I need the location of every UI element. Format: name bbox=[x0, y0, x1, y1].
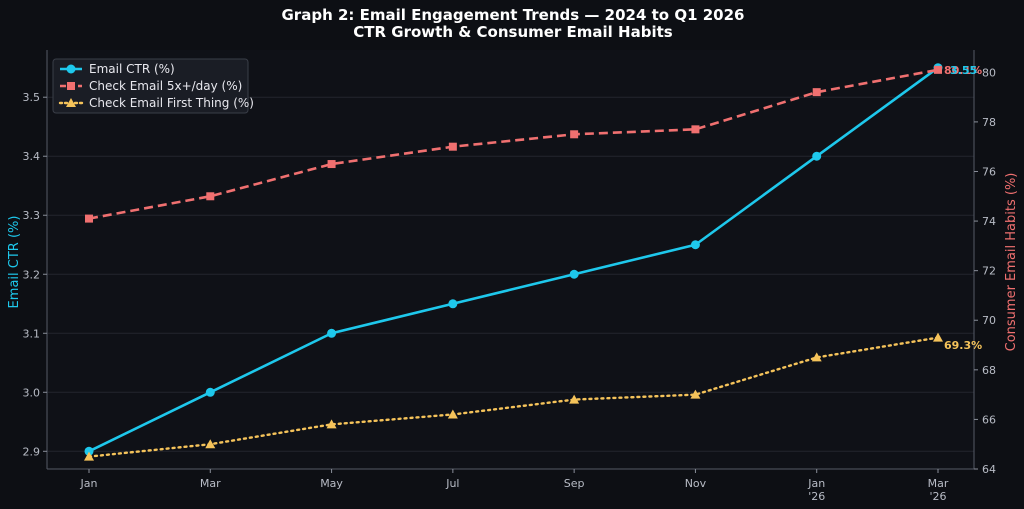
data-point bbox=[84, 446, 94, 456]
y-right-tick-label: 70 bbox=[982, 314, 996, 327]
y-left-tick-label: 3.0 bbox=[23, 386, 41, 399]
y-left-tick-label: 3.1 bbox=[23, 327, 41, 340]
data-point bbox=[934, 65, 942, 74]
series-2 bbox=[84, 332, 943, 461]
data-point bbox=[326, 419, 337, 429]
data-point bbox=[206, 192, 215, 201]
x-tick-label-line: Sep bbox=[564, 477, 585, 490]
data-point bbox=[812, 88, 821, 97]
legend-label: Check Email 5x+/day (%) bbox=[89, 79, 242, 93]
data-point bbox=[448, 142, 457, 151]
x-tick-label: Mar '26 bbox=[928, 477, 949, 503]
end-label-0: 3.55 bbox=[950, 64, 977, 77]
chart-title: Graph 2: Email Engagement Trends — 2024 … bbox=[282, 6, 745, 24]
data-point bbox=[85, 214, 93, 223]
x-tick-label-line: Mar bbox=[928, 477, 949, 490]
series-line bbox=[88, 68, 939, 220]
end-label-1: 80.1% bbox=[944, 64, 982, 77]
y-left-tick-label: 2.9 bbox=[23, 445, 41, 458]
data-point bbox=[691, 125, 700, 134]
data-point bbox=[690, 240, 700, 250]
data-point bbox=[67, 82, 75, 90]
axes: 2.9 3.0 3.1 3.2 3.3 3.4 3.5 64 66 68 70 72 74 76 78 80 J… bbox=[23, 50, 996, 503]
x-tick-label-line: May bbox=[320, 477, 343, 490]
end-label-2: 69.3% bbox=[944, 339, 982, 352]
data-point bbox=[205, 439, 216, 449]
x-tick-label: Jan '26 bbox=[807, 477, 825, 503]
x-tick-label-line: Mar bbox=[200, 477, 221, 490]
y-right-tick-label: 74 bbox=[982, 215, 996, 228]
data-point bbox=[811, 352, 822, 362]
series-line bbox=[88, 66, 939, 453]
y-right-tick-label: 68 bbox=[982, 364, 996, 377]
x-tick-label-line: Nov bbox=[685, 477, 707, 490]
data-point bbox=[569, 269, 579, 279]
x-tick-label: Nov bbox=[685, 477, 707, 490]
x-tick-label-line: Jan bbox=[80, 477, 98, 490]
legend-label: Email CTR (%) bbox=[89, 62, 175, 76]
series-0 bbox=[84, 63, 943, 456]
series-1 bbox=[85, 65, 942, 223]
x-tick-label: Mar bbox=[200, 477, 221, 490]
data-point bbox=[933, 332, 943, 342]
y-left-tick-label: 3.3 bbox=[23, 209, 41, 222]
y-right-tick-label: 78 bbox=[982, 116, 996, 129]
x-tick-label-line: Jan bbox=[807, 477, 825, 490]
data-point bbox=[812, 151, 822, 161]
data-point bbox=[690, 389, 701, 399]
data-point bbox=[570, 130, 579, 139]
legend-box bbox=[52, 58, 249, 114]
x-tick-label: Jul bbox=[445, 477, 459, 490]
data-point bbox=[569, 394, 580, 404]
legend-label: Check Email First Thing (%) bbox=[89, 96, 254, 110]
end-labels: 69.3% 80.1%3.55 bbox=[944, 64, 982, 352]
data-point bbox=[448, 299, 458, 309]
y-left-tick-label: 3.4 bbox=[23, 150, 41, 163]
chart-subtitle: CTR Growth & Consumer Email Habits bbox=[353, 23, 673, 41]
y-right-tick-label: 80 bbox=[982, 66, 996, 79]
series-layer bbox=[84, 63, 943, 461]
x-tick-label-line: '26 bbox=[929, 490, 946, 503]
data-point bbox=[66, 64, 76, 74]
y-right-tick-label: 76 bbox=[982, 165, 996, 178]
y-axis-left-label: Email CTR (%) bbox=[7, 216, 22, 309]
data-point bbox=[447, 409, 458, 419]
plot-area bbox=[47, 50, 974, 469]
x-tick-label: Jan bbox=[80, 477, 98, 490]
data-point bbox=[205, 387, 215, 397]
y-axis-right-label: Consumer Email Habits (%) bbox=[1004, 173, 1019, 352]
data-point bbox=[66, 98, 76, 107]
x-tick-label: Sep bbox=[564, 477, 585, 490]
y-left-tick-label: 3.2 bbox=[23, 268, 41, 281]
y-right-tick-label: 64 bbox=[982, 463, 996, 476]
y-left-tick-label: 3.5 bbox=[23, 91, 41, 104]
series-line bbox=[87, 336, 940, 458]
x-tick-label: May bbox=[320, 477, 343, 490]
x-tick-label-line: Jul bbox=[445, 477, 459, 490]
plot-background bbox=[47, 50, 974, 469]
data-point bbox=[84, 451, 94, 461]
y-right-tick-label: 72 bbox=[982, 265, 996, 278]
data-point bbox=[327, 160, 336, 169]
x-tick-label-line: '26 bbox=[808, 490, 825, 503]
legend: Email CTR (%) Check Email 5x+/day (%) Chec… bbox=[52, 58, 254, 114]
y-right-tick-label: 66 bbox=[982, 413, 996, 426]
data-point bbox=[327, 328, 337, 338]
